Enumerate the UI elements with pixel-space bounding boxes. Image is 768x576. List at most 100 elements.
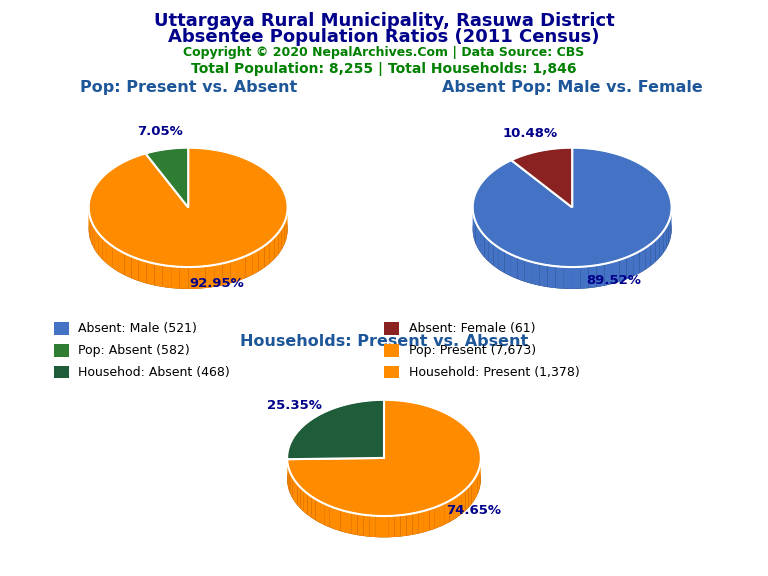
Polygon shape xyxy=(588,265,597,288)
Polygon shape xyxy=(556,266,564,289)
Polygon shape xyxy=(358,514,363,536)
Polygon shape xyxy=(478,469,479,494)
Polygon shape xyxy=(564,267,572,289)
Polygon shape xyxy=(488,240,494,266)
Polygon shape xyxy=(670,213,671,239)
Polygon shape xyxy=(419,511,424,533)
Polygon shape xyxy=(163,265,171,288)
Polygon shape xyxy=(376,516,382,537)
Polygon shape xyxy=(369,516,376,537)
Polygon shape xyxy=(499,248,505,273)
Polygon shape xyxy=(274,233,278,259)
Polygon shape xyxy=(102,237,107,264)
Polygon shape xyxy=(284,218,286,245)
Polygon shape xyxy=(388,516,394,537)
Polygon shape xyxy=(264,241,270,268)
Polygon shape xyxy=(620,257,627,282)
Polygon shape xyxy=(287,400,481,516)
Polygon shape xyxy=(346,511,352,534)
Polygon shape xyxy=(88,147,288,267)
Polygon shape xyxy=(139,259,147,283)
Text: 25.35%: 25.35% xyxy=(266,399,322,412)
Text: 89.52%: 89.52% xyxy=(587,274,641,287)
Polygon shape xyxy=(329,506,335,529)
Polygon shape xyxy=(304,491,307,515)
Polygon shape xyxy=(107,242,112,268)
Polygon shape xyxy=(290,470,291,495)
Polygon shape xyxy=(230,259,238,283)
Title: Absent Pop: Male vs. Female: Absent Pop: Male vs. Female xyxy=(442,81,703,96)
Polygon shape xyxy=(472,480,474,504)
Polygon shape xyxy=(479,465,480,490)
Polygon shape xyxy=(94,228,98,255)
Polygon shape xyxy=(124,253,131,278)
Text: Pop: Present (7,673): Pop: Present (7,673) xyxy=(409,344,536,357)
Polygon shape xyxy=(363,515,369,537)
Polygon shape xyxy=(259,246,264,271)
Polygon shape xyxy=(458,492,462,517)
Text: Uttargaya Rural Municipality, Rasuwa District: Uttargaya Rural Municipality, Rasuwa Dis… xyxy=(154,12,614,29)
Polygon shape xyxy=(145,147,188,207)
Polygon shape xyxy=(394,515,400,537)
Polygon shape xyxy=(335,508,340,531)
Polygon shape xyxy=(475,222,478,248)
Ellipse shape xyxy=(287,421,481,537)
Polygon shape xyxy=(429,507,435,530)
Text: 74.65%: 74.65% xyxy=(446,504,502,517)
Polygon shape xyxy=(278,228,282,255)
Polygon shape xyxy=(472,147,672,267)
Polygon shape xyxy=(188,267,197,289)
Polygon shape xyxy=(316,499,320,523)
Polygon shape xyxy=(291,474,293,499)
Polygon shape xyxy=(481,231,485,257)
Polygon shape xyxy=(655,236,660,262)
Polygon shape xyxy=(197,266,206,289)
Polygon shape xyxy=(288,467,290,491)
Polygon shape xyxy=(581,266,588,289)
Ellipse shape xyxy=(472,169,672,289)
Polygon shape xyxy=(465,486,468,511)
Text: Absentee Population Ratios (2011 Census): Absentee Population Ratios (2011 Census) xyxy=(168,28,600,46)
Polygon shape xyxy=(293,478,295,502)
Polygon shape xyxy=(454,495,458,520)
Polygon shape xyxy=(400,514,406,536)
Polygon shape xyxy=(252,249,259,275)
Polygon shape xyxy=(340,510,346,533)
Polygon shape xyxy=(297,484,300,509)
Polygon shape xyxy=(474,476,476,501)
Polygon shape xyxy=(612,260,620,284)
Polygon shape xyxy=(640,248,645,273)
Text: Absent: Female (61): Absent: Female (61) xyxy=(409,322,535,335)
Polygon shape xyxy=(325,504,329,528)
Polygon shape xyxy=(548,265,556,288)
Polygon shape xyxy=(154,263,163,287)
Polygon shape xyxy=(435,505,440,529)
Polygon shape xyxy=(147,262,154,285)
Polygon shape xyxy=(412,512,419,535)
Polygon shape xyxy=(320,502,325,525)
Polygon shape xyxy=(604,262,612,286)
Polygon shape xyxy=(518,257,525,282)
Polygon shape xyxy=(660,232,664,257)
Polygon shape xyxy=(245,253,252,278)
Polygon shape xyxy=(505,251,511,276)
Text: 10.48%: 10.48% xyxy=(503,127,558,141)
Polygon shape xyxy=(311,497,316,520)
Text: 7.05%: 7.05% xyxy=(137,125,183,138)
Polygon shape xyxy=(525,260,532,284)
Polygon shape xyxy=(478,226,481,253)
Polygon shape xyxy=(382,516,388,537)
Polygon shape xyxy=(462,490,465,514)
Polygon shape xyxy=(664,227,667,253)
Polygon shape xyxy=(206,265,214,288)
Polygon shape xyxy=(597,264,604,287)
Polygon shape xyxy=(214,263,223,287)
Polygon shape xyxy=(286,213,287,240)
Polygon shape xyxy=(282,223,284,249)
Polygon shape xyxy=(270,237,274,263)
Polygon shape xyxy=(112,246,118,272)
Polygon shape xyxy=(485,236,488,262)
Polygon shape xyxy=(287,400,384,459)
Polygon shape xyxy=(223,262,230,285)
Polygon shape xyxy=(572,267,581,289)
